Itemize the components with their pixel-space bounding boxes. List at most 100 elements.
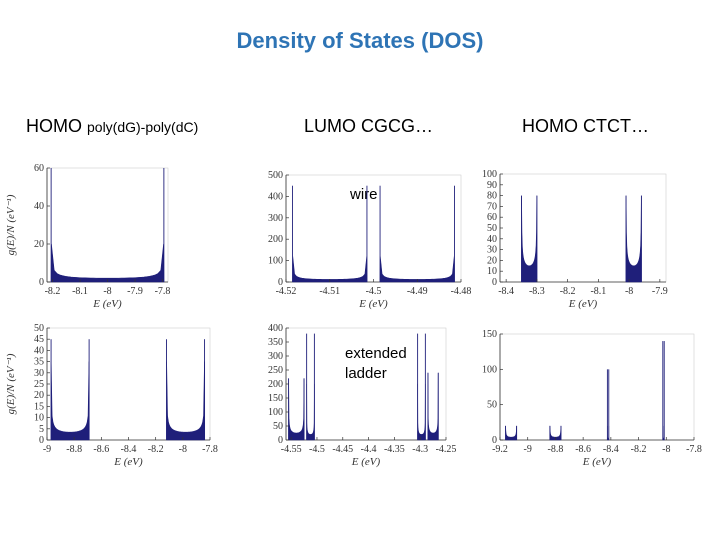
x-tick-label: -9 (43, 444, 51, 455)
plot-frame (46, 327, 211, 441)
x-tick-label: -4.4 (361, 444, 377, 455)
y-axis-label: g(E)/N (eV⁻¹) (5, 194, 17, 255)
y-tick-label: 60 (34, 163, 44, 174)
x-tick-label: -8.2 (631, 444, 647, 455)
x-tick-label: -7.9 (652, 286, 668, 297)
note-wire: wire (350, 186, 378, 203)
x-tick-label: -4.45 (332, 444, 353, 455)
x-tick-label: -8.3 (529, 286, 545, 297)
dos-band-1 (625, 195, 642, 283)
y-tick-label: 90 (487, 180, 497, 191)
y-tick-label: 20 (34, 239, 44, 250)
y-tick-label: 0 (39, 277, 44, 288)
y-tick-label: 70 (487, 201, 497, 212)
x-tick-label: -8.2 (560, 286, 576, 297)
y-tick-label: 50 (487, 400, 497, 411)
plot-lumo-cgcg-ladder: -4.55 -4.5 -4.45 -4.4 -4.35 -4.3 -4.25 0 50 100 15… (268, 323, 457, 468)
x-tick-label: -4.52 (276, 286, 297, 297)
dos-band-0 (50, 243, 165, 283)
x-tick-label: -8 (103, 286, 111, 297)
x-tick-label: -8.1 (72, 286, 88, 297)
x-tick-label: -8 (625, 286, 633, 297)
y-tick-label: 5 (39, 424, 44, 435)
x-tick-label: -8.8 (548, 444, 564, 455)
y-tick-label: 0 (39, 435, 44, 446)
x-tick-label: -4.48 (451, 286, 472, 297)
x-axis-label: E (eV) (568, 298, 598, 310)
plot-homo-polydg-ladder: -9 -8.8 -8.6 -8.4 -8.2 -8 -7.8 0510152025303540… (5, 323, 218, 468)
dos-band-0 (521, 195, 538, 283)
x-axis-label: E (eV) (351, 456, 381, 468)
x-tick-label: -8.2 (148, 444, 164, 455)
column-header-homo-ctct: HOMO CTCT… (522, 116, 649, 136)
plot-frame (499, 333, 695, 441)
dos-band-0 (505, 425, 517, 441)
x-tick-label: -4.49 (407, 286, 428, 297)
y-tick-label: 50 (487, 223, 497, 234)
x-tick-label: -8.6 (93, 444, 109, 455)
note-ladder: ladder (345, 365, 387, 382)
x-tick-label: -8.1 (590, 286, 606, 297)
plot-homo-ctct-ladder: -9.2 -9 -8.8 -8.6 -8.4 -8.2 -8 -7.8 0 50 100 150 E (… (482, 329, 702, 468)
y-tick-label: 30 (487, 245, 497, 256)
y-tick-label: 350 (268, 337, 283, 348)
y-tick-label: 0 (492, 435, 497, 446)
dos-band-3 (427, 372, 439, 441)
y-tick-label: 45 (34, 334, 44, 345)
x-tick-label: -4.5 (366, 286, 382, 297)
x-tick-label: -9 (524, 444, 532, 455)
plot-frame (285, 174, 462, 283)
y-tick-label: 250 (268, 365, 283, 376)
column-header-lumo-cgcg: LUMO CGCG… (304, 116, 434, 136)
y-axis-label: g(E)/N (eV⁻¹) (5, 353, 17, 414)
x-axis-label: E (eV) (582, 456, 612, 468)
x-tick-label: -7.8 (155, 286, 171, 297)
x-axis-label: E (eV) (358, 298, 388, 310)
x-tick-label: -4.51 (319, 286, 340, 297)
y-tick-label: 60 (487, 212, 497, 223)
y-tick-label: 100 (482, 364, 497, 375)
dos-band-0 (292, 256, 368, 283)
x-tick-label: -7.9 (127, 286, 143, 297)
plot-homo-polydg-wire: -8.2 -8.1 -8 -7.9 -7.8 0 20 40 60 E (eV) g(E)/N (e… (5, 163, 171, 310)
dos-band-1 (379, 256, 455, 283)
y-tick-label: 10 (487, 266, 497, 277)
y-tick-label: 50 (273, 421, 283, 432)
x-tick-label: -4.3 (412, 444, 428, 455)
dos-band-1 (166, 361, 205, 441)
y-tick-label: 20 (487, 255, 497, 266)
x-tick-label: -8.2 (45, 286, 61, 297)
plot-lumo-cgcg-wire: -4.52 -4.51 -4.5 -4.49 -4.48 0 100 200 300 400 500… (268, 170, 472, 310)
y-tick-label: 10 (34, 413, 44, 424)
dos-band-0 (288, 378, 305, 441)
dos-band-2 (417, 383, 426, 441)
y-tick-label: 400 (268, 323, 283, 334)
note-extended: extended (345, 345, 407, 362)
y-tick-label: 25 (34, 379, 44, 390)
y-tick-label: 0 (278, 277, 283, 288)
y-tick-label: 300 (268, 213, 283, 224)
y-tick-label: 400 (268, 191, 283, 202)
x-tick-label: -8.6 (575, 444, 591, 455)
y-tick-label: 40 (487, 234, 497, 245)
x-tick-label: -4.55 (281, 444, 302, 455)
y-tick-label: 150 (482, 329, 497, 340)
y-tick-label: 15 (34, 401, 44, 412)
y-tick-label: 40 (34, 201, 44, 212)
plot-frame (46, 167, 169, 283)
y-tick-label: 500 (268, 170, 283, 181)
y-tick-label: 200 (268, 234, 283, 245)
dos-band-1 (306, 383, 315, 441)
x-tick-label: -8.4 (121, 444, 137, 455)
column-header-homo-polydg: HOMO poly(dG)-poly(dC) (26, 116, 198, 137)
y-tick-label: 35 (34, 357, 44, 368)
dos-band-0 (50, 361, 90, 441)
x-tick-label: -4.25 (436, 444, 457, 455)
y-tick-label: 100 (482, 169, 497, 180)
x-tick-label: -8 (179, 444, 187, 455)
y-tick-label: 300 (268, 351, 283, 362)
y-tick-label: 0 (492, 277, 497, 288)
x-axis-label: E (eV) (92, 298, 122, 310)
page-title: Density of States (DOS) (236, 28, 484, 53)
y-tick-label: 100 (268, 256, 283, 267)
